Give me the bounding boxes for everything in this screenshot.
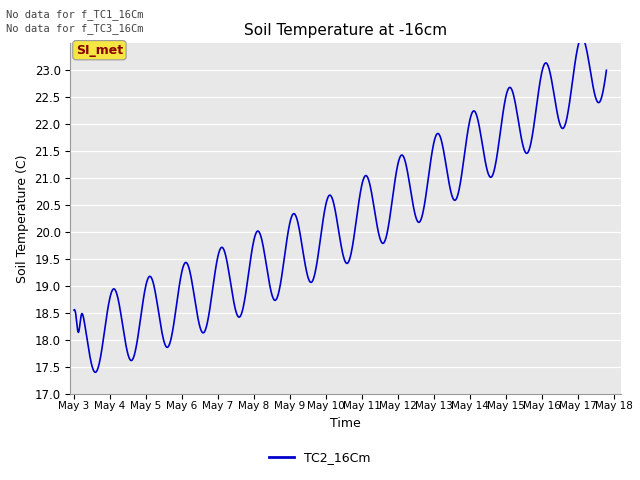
Text: No data for f_TC1_16Cm: No data for f_TC1_16Cm: [6, 9, 144, 20]
X-axis label: Time: Time: [330, 417, 361, 430]
Text: No data for f_TC3_16Cm: No data for f_TC3_16Cm: [6, 23, 144, 34]
Title: Soil Temperature at -16cm: Soil Temperature at -16cm: [244, 23, 447, 38]
Legend: TC2_16Cm: TC2_16Cm: [264, 446, 376, 469]
Y-axis label: Soil Temperature (C): Soil Temperature (C): [16, 154, 29, 283]
Text: SI_met: SI_met: [76, 44, 123, 57]
